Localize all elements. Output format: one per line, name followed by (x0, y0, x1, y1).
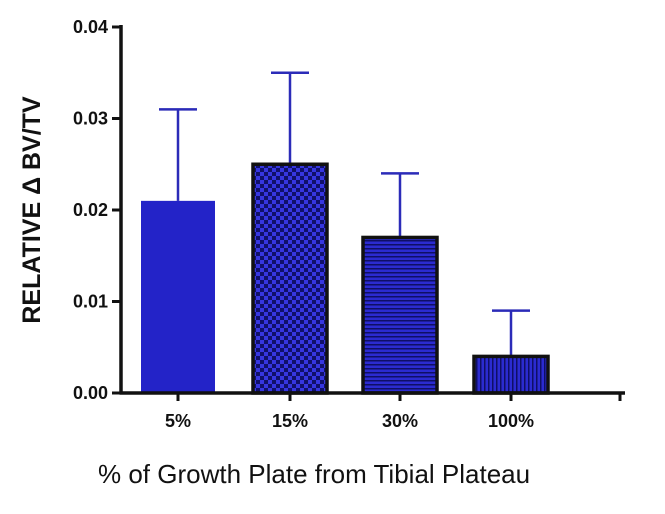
bar (472, 354, 550, 395)
y-tick-label: 0.04 (73, 17, 108, 37)
x-tick-label: 15% (272, 411, 308, 431)
y-tick-label: 0.03 (73, 109, 108, 129)
bars (141, 162, 550, 395)
tick-labels: 5% 15% 30% 100% 0.00 0.01 0.02 0.03 0.04 (73, 17, 534, 431)
x-tick-label: 5% (165, 411, 191, 431)
x-tick-label: 100% (488, 411, 534, 431)
x-axis-label: % of Growth Plate from Tibial Plateau (98, 459, 530, 489)
y-tick-label: 0.00 (73, 383, 108, 403)
bar (361, 235, 439, 395)
y-axis-label: RELATIVE Δ BV/TV (18, 96, 46, 324)
bar (141, 200, 215, 393)
error-bars (159, 71, 530, 357)
axes (112, 25, 625, 401)
y-tick-label: 0.02 (73, 200, 108, 220)
x-tick-label: 30% (382, 411, 418, 431)
y-tick-label: 0.01 (73, 292, 108, 312)
bar (251, 162, 329, 395)
